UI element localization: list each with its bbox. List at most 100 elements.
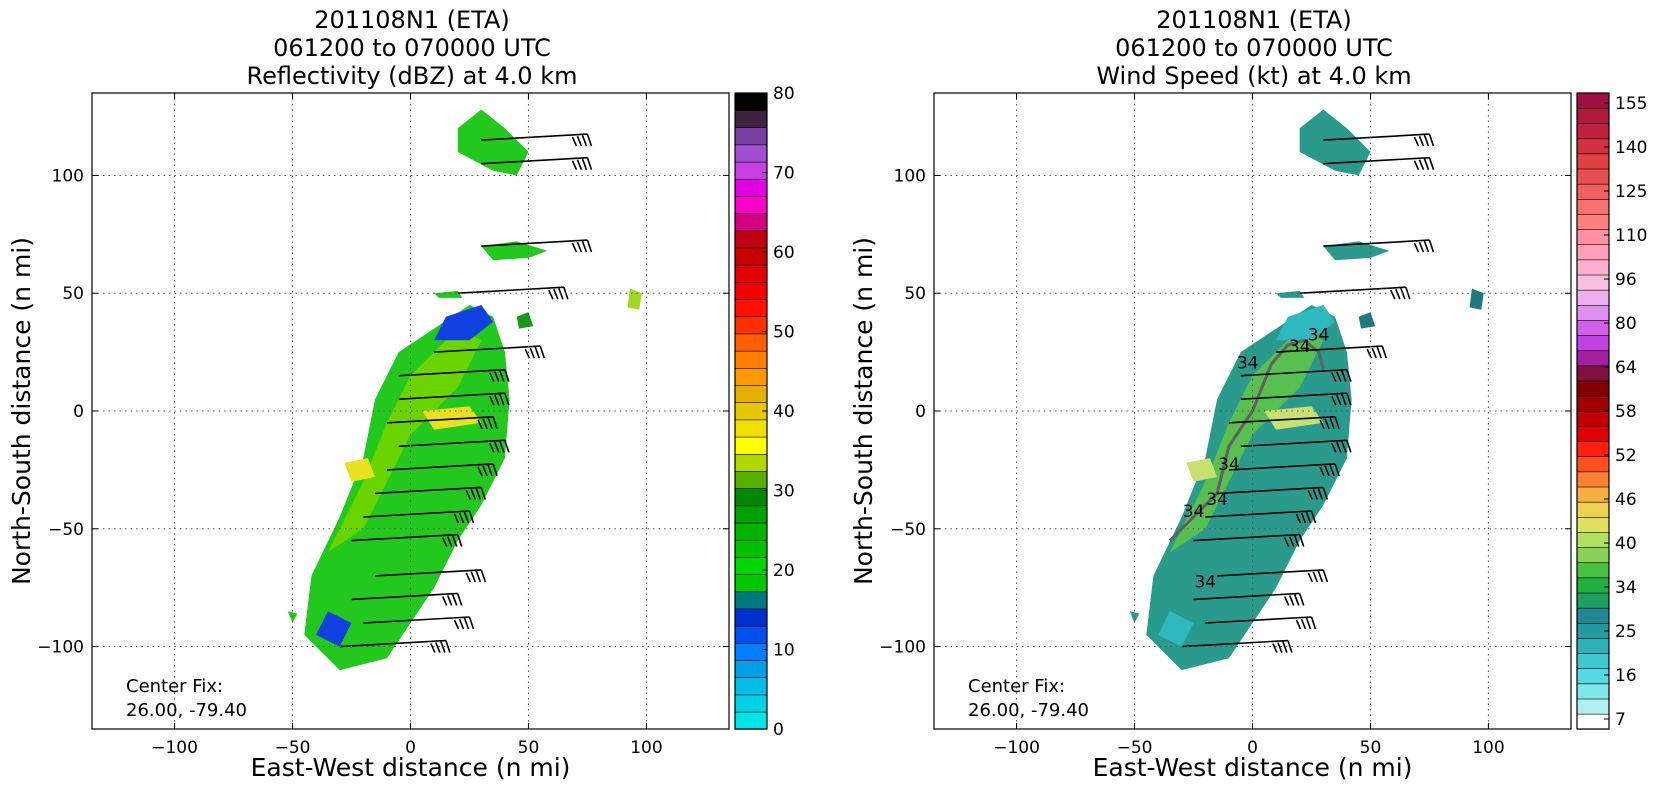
center-fix-annotation: 26.00, -79.40: [968, 700, 1089, 721]
barb-flag: [1329, 464, 1335, 477]
barb-flag: [1287, 640, 1293, 653]
barb-flag: [1341, 441, 1347, 453]
colorbar-swatch: [1576, 501, 1610, 518]
colorbar-swatch: [1576, 334, 1610, 352]
barb-flag: [482, 418, 488, 430]
echo-edge-b: [434, 305, 494, 341]
barb-shaft: [1193, 533, 1300, 542]
colorbar-swatch: [734, 591, 768, 610]
colorbar-swatch: [734, 436, 768, 455]
x-tick-label: 100: [630, 738, 662, 758]
barb-flag: [1418, 241, 1425, 253]
y-axis-label: North-South distance (n mi): [7, 237, 36, 585]
barb-flag: [1298, 593, 1305, 606]
colorbar-tick-label: 64: [1615, 358, 1637, 378]
echo-core-a: [344, 458, 376, 482]
barb-flag: [1336, 371, 1342, 382]
barb-flag: [1334, 416, 1340, 430]
barb-flag: [463, 617, 470, 630]
barb-flag: [489, 443, 495, 453]
barb-flag: [441, 596, 448, 606]
colorbar-swatch: [1576, 350, 1610, 367]
barb-flag: [1293, 594, 1300, 606]
colorbar-swatch: [1576, 652, 1610, 670]
colorbar-swatch: [1576, 213, 1610, 230]
barb-shaft: [1205, 616, 1312, 624]
colorbar-tick-label: 7: [1615, 710, 1626, 730]
barb-flag: [1428, 133, 1435, 147]
x-axis-label: East-West distance (n mi): [1093, 753, 1413, 782]
y-axis-label: North-South distance (n mi): [849, 237, 878, 585]
barb-flag: [494, 394, 500, 406]
barb-flag: [475, 488, 482, 500]
contour-label: 34: [1218, 455, 1240, 475]
barb-flag: [489, 395, 495, 406]
colorbar-tick-label: 110: [1615, 226, 1647, 246]
x-tick-label: −50: [1117, 738, 1153, 758]
barb-flag: [576, 159, 583, 170]
panel-1: 201108N1 (ETA) 061200 to 070000 UTC Reflec…: [7, 6, 795, 782]
colorbar-swatch: [734, 419, 768, 438]
barb-shaft: [481, 239, 588, 247]
barb-shaft: [1240, 392, 1347, 401]
barb-flag: [1423, 240, 1430, 253]
colorbar-swatch: [734, 608, 768, 627]
echo-core-b: [422, 406, 482, 430]
contour-label: 34: [1194, 573, 1216, 593]
colorbar-tick-label: 20: [773, 561, 795, 581]
colorbar-swatch: [734, 264, 768, 283]
barb-flag: [468, 510, 475, 524]
colorbar-swatch: [1576, 395, 1610, 412]
colorbar-tick-label: 96: [1615, 270, 1637, 290]
colorbar-swatch: [734, 659, 768, 679]
chart-title: 201108N1 (ETA) 061200 to 070000 UTC Reflec…: [247, 6, 578, 90]
y-tick-label: 0: [73, 402, 84, 422]
colorbar-tick-label: 80: [1615, 314, 1637, 334]
colorbar-swatch: [1576, 183, 1610, 200]
colorbar-tick-label: 16: [1615, 666, 1637, 686]
barb-flag: [446, 536, 453, 547]
barb-flag: [465, 572, 472, 583]
colorbar-swatch: [1576, 198, 1610, 215]
north-cell-b: [481, 241, 548, 261]
east-cell: [1469, 288, 1484, 310]
barb-flag: [1331, 443, 1337, 453]
north-cell-a: [1299, 109, 1371, 176]
colorbar-tick-label: 10: [773, 641, 795, 661]
y-tick-label: 100: [894, 166, 926, 186]
barb-flag: [1305, 617, 1312, 630]
colorbar-tick-label: 155: [1615, 94, 1647, 114]
colorbar: 7 16 25 34 40 46 52 58 64 80 96 110 125 140 155: [1576, 92, 1647, 730]
center-fix-annotation: 26.00, -79.40: [126, 700, 247, 721]
barb-flag: [468, 616, 475, 630]
echo-inner: [1169, 328, 1324, 553]
barb-flag: [1331, 395, 1337, 406]
barb-shaft: [386, 463, 494, 471]
colorbar-swatch: [734, 367, 768, 386]
barb-flag: [499, 370, 505, 382]
colorbar-swatch: [1576, 168, 1610, 185]
barb-flag: [477, 466, 483, 477]
barb-shaft: [386, 415, 494, 424]
barb-flag: [1381, 345, 1388, 359]
barb-flag: [446, 595, 453, 606]
colorbar-swatch: [734, 247, 768, 266]
east-cell: [627, 288, 642, 310]
north-cell-d: [1358, 312, 1376, 329]
colorbar-swatch: [1576, 471, 1610, 488]
colorbar-swatch: [734, 522, 768, 541]
barb-shaft: [375, 569, 482, 577]
echo-edge-b: [1276, 305, 1336, 341]
barb-flag: [1312, 571, 1319, 583]
barb-flag: [477, 419, 483, 430]
colorbar-tick-label: 46: [1615, 490, 1637, 510]
colorbar-tick-label: 52: [1615, 446, 1637, 466]
barb-flag: [441, 537, 448, 547]
barb-flag: [458, 512, 465, 524]
barb-flag: [1317, 570, 1324, 583]
barb-flag: [504, 440, 510, 453]
barb-flag: [482, 465, 488, 477]
barb-flag: [451, 535, 458, 547]
barb-flag: [1413, 242, 1420, 253]
barb-flag: [480, 569, 487, 583]
